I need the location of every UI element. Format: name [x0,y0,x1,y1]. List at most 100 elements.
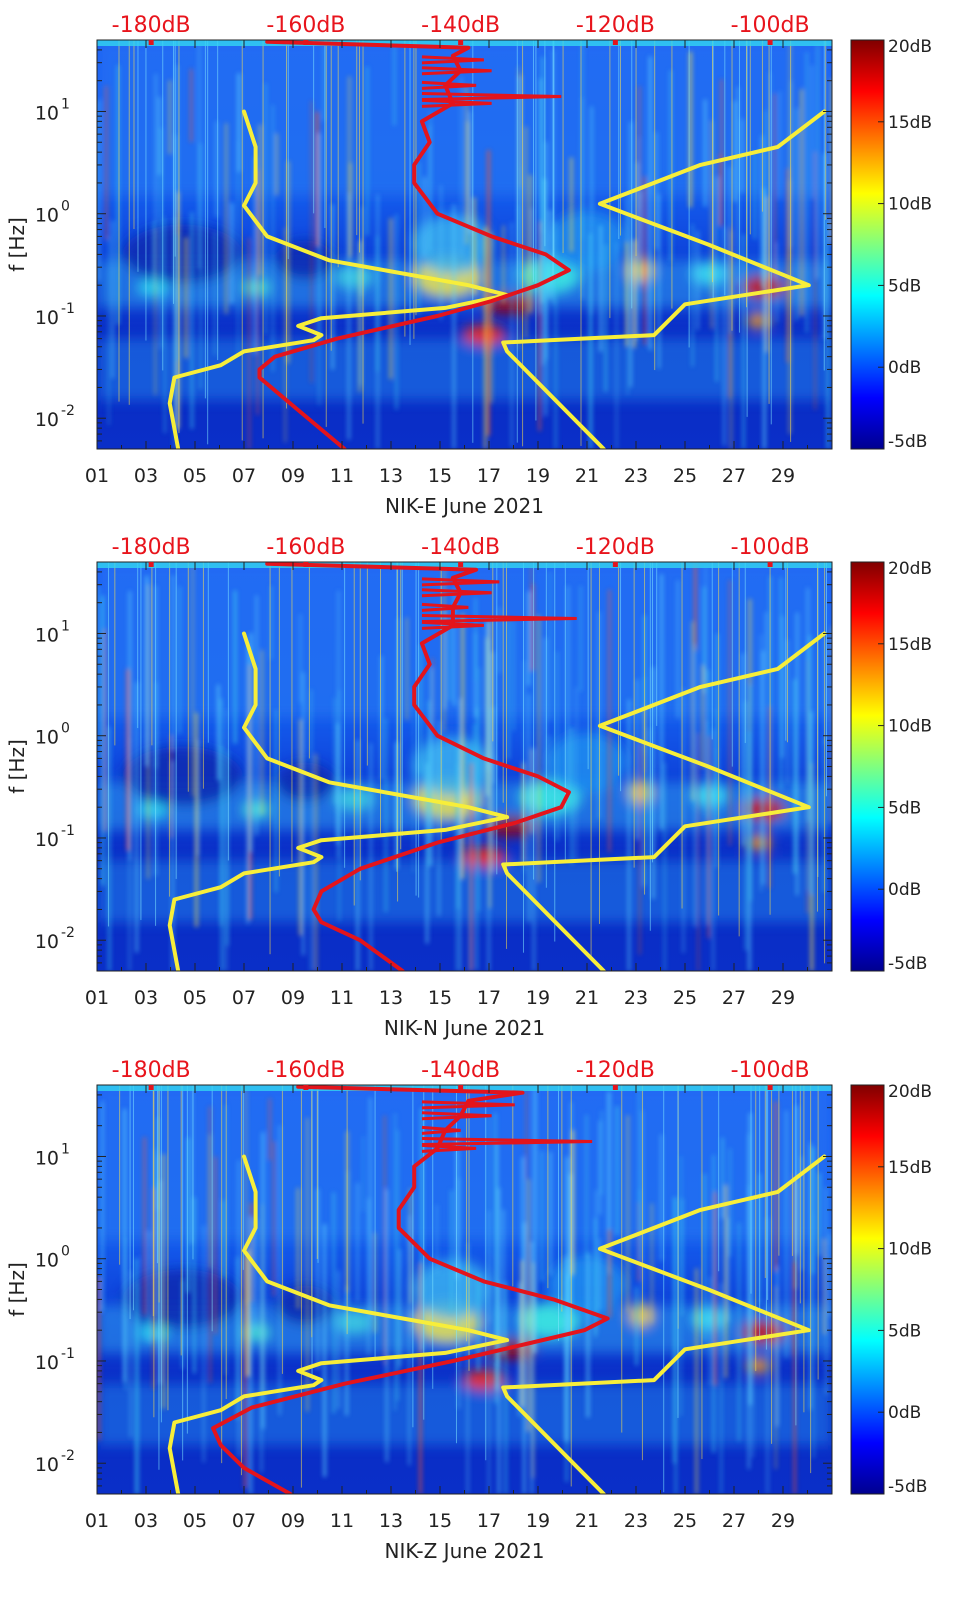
x-tick-label: 25 [673,987,697,1009]
x-tick-label: 03 [134,987,158,1009]
y-tick-exponent: -1 [61,1346,75,1362]
x-tick-label: 17 [477,1510,501,1532]
noise-model-curve-2 [501,1154,827,1494]
top-db-label: -120dB [576,13,655,38]
x-tick-label: 05 [183,1510,207,1532]
x-tick-label: 23 [624,465,648,487]
colorbar: 20dB 15dB 10dB 5dB 0dB -5dB [850,559,932,974]
x-axis-label: NIK-Z June 2021 [385,1539,545,1563]
top-db-label: -140dB [421,535,500,560]
x-tick-label: 17 [477,987,501,1009]
x-tick-label: 07 [232,987,256,1009]
y-tick-label: 10 [35,829,59,851]
x-tick-label: 05 [183,465,207,487]
x-tick-label: 01 [85,465,109,487]
y-tick-label: 10 [35,1352,59,1374]
y-tick-exponent: 0 [61,199,70,215]
colorbar-tick-label: 15dB [888,635,932,655]
y-tick-exponent: 0 [61,1244,70,1260]
top-db-tick [148,40,154,45]
top-db-axis: -180dB -160dB -140dB -120dB -100dB [112,1058,810,1090]
y-tick-exponent: -2 [61,403,75,419]
y-tick-exponent: -1 [61,823,75,839]
colorbar-tick-label: 15dB [888,113,932,133]
top-db-label: -180dB [112,13,191,38]
red-curve-spikes [421,577,577,630]
y-tick-label: 10 [35,1147,59,1169]
colorbar-gradient [850,1084,885,1495]
x-tick-label: 29 [771,465,795,487]
x-tick-label: 23 [624,1510,648,1532]
x-tick-label: 25 [673,465,697,487]
colorbar: 20dB 15dB 10dB 5dB 0dB -5dB [850,37,932,452]
top-db-label: -160dB [266,13,345,38]
colorbar-tick-label: -5dB [888,432,927,452]
y-tick-label: 10 [35,624,59,646]
top-db-axis: -180dB -160dB -140dB -120dB -100dB [112,535,810,567]
top-db-tick [303,40,309,45]
top-db-tick [767,562,773,567]
colorbar: 20dB 15dB 10dB 5dB 0dB -5dB [850,1082,932,1497]
x-tick-label: 21 [575,1510,599,1532]
top-db-label: -100dB [731,13,810,38]
colorbar-tick-label: 5dB [888,1321,921,1341]
x-tick-label: 01 [85,987,109,1009]
x-tick-label: 11 [330,465,354,487]
top-db-label: -180dB [112,535,191,560]
station-psd-curve [265,562,571,971]
x-tick-label: 03 [134,465,158,487]
noise-model-curve-2 [501,631,827,971]
x-tick-label: 27 [722,465,746,487]
top-db-label: -100dB [731,535,810,560]
x-tick-label: 21 [575,465,599,487]
y-axis-label: f [Hz] [5,1262,29,1317]
top-db-label: -140dB [421,1058,500,1083]
noise-model-curve-1 [167,631,510,971]
red-curve-spikes [421,55,562,108]
y-tick-label: 10 [35,205,59,227]
x-tick-label: 07 [232,465,256,487]
x-tick-label: 29 [771,1510,795,1532]
x-tick-label: 03 [134,1510,158,1532]
top-db-tick [767,40,773,45]
top-db-label: -120dB [576,1058,655,1083]
x-axis: 01 03 05 07 09 11 13 15 17 19 21 23 25 27 29 [85,562,833,1009]
x-tick-label: 13 [379,465,403,487]
colorbar-tick-label: 20dB [888,37,932,57]
y-tick-exponent: -2 [61,925,75,941]
x-tick-label: 15 [428,1510,452,1532]
y-tick-label: 10 [35,409,59,431]
top-db-tick [612,40,618,45]
y-tick-label: 10 [35,727,59,749]
x-tick-label: 19 [526,987,550,1009]
y-tick-exponent: 0 [61,721,70,737]
colorbar-tick-label: 10dB [888,717,932,737]
colorbar-tick-label: -5dB [888,954,927,974]
y-tick-exponent: 1 [61,618,70,634]
y-tick-label: 10 [35,1250,59,1272]
top-db-label: -180dB [112,1058,191,1083]
x-tick-label: 19 [526,1510,550,1532]
x-tick-label: 11 [330,987,354,1009]
noise-model-curve-1 [167,109,510,449]
top-db-axis: -180dB -160dB -140dB -120dB -100dB [112,13,810,45]
top-db-tick [458,1085,464,1090]
noise-model-curve-2 [501,109,827,449]
x-tick-label: 09 [281,465,305,487]
top-db-label: -100dB [731,1058,810,1083]
x-tick-label: 15 [428,465,452,487]
noise-model-curve-1 [167,1154,510,1494]
x-tick-label: 27 [722,987,746,1009]
y-tick-exponent: -2 [61,1448,75,1464]
y-tick-label: 10 [35,1454,59,1476]
top-db-tick [612,1085,618,1090]
top-db-tick [458,40,464,45]
x-tick-label: 25 [673,1510,697,1532]
x-axis: 01 03 05 07 09 11 13 15 17 19 21 23 25 27 29 [85,40,833,487]
colorbar-gradient [850,561,885,972]
